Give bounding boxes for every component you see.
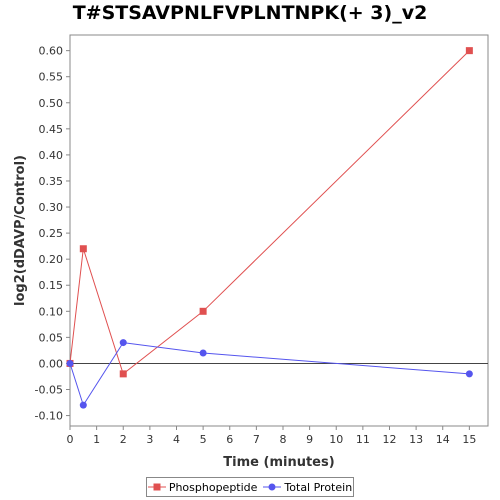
x-tick-label: 9 <box>306 433 313 446</box>
y-tick-label: 0.00 <box>39 357 64 370</box>
x-tick-label: 11 <box>356 433 370 446</box>
x-tick-label: 3 <box>146 433 153 446</box>
data-point <box>199 349 207 357</box>
y-tick-label: 0.25 <box>39 227 64 240</box>
x-tick-label: 4 <box>173 433 180 446</box>
y-tick-label: 0.55 <box>39 71 64 84</box>
x-axis: 0 1 2 3 4 5 6 7 8 9 10 11 12 13 14 15 <box>67 426 476 446</box>
x-axis-label: Time (minutes) <box>223 455 334 470</box>
legend-item-phosphopeptide: Phosphopeptide <box>147 480 258 494</box>
data-point <box>66 359 74 367</box>
data-point <box>119 370 127 378</box>
y-tick-label: 0.05 <box>39 331 64 344</box>
data-point <box>465 370 473 378</box>
y-tick-label: 0.30 <box>39 201 64 214</box>
x-tick-label: 5 <box>200 433 207 446</box>
x-tick-label: 6 <box>226 433 233 446</box>
y-axis: -0.10 -0.05 0.00 0.05 0.10 0.15 0.20 0.25 0.30 0.… <box>35 45 70 423</box>
data-point <box>465 47 473 55</box>
x-tick-label: 13 <box>409 433 423 446</box>
y-tick-label: -0.10 <box>35 410 63 423</box>
x-tick-label: 0 <box>67 433 74 446</box>
x-tick-label: 12 <box>382 433 396 446</box>
legend: Phosphopeptide Total Protein <box>146 477 354 497</box>
data-point <box>119 339 127 347</box>
legend-item-total-protein: Total Protein <box>263 481 352 494</box>
x-tick-label: 7 <box>253 433 260 446</box>
series-layer <box>66 47 473 409</box>
x-tick-label: 2 <box>120 433 127 446</box>
x-tick-label: 1 <box>93 433 100 446</box>
data-point <box>79 245 87 253</box>
square-marker-icon <box>147 483 166 491</box>
series-total-protein <box>66 339 473 409</box>
y-tick-label: 0.10 <box>39 305 64 318</box>
y-tick-label: 0.15 <box>39 279 64 292</box>
y-tick-label: -0.05 <box>35 384 63 397</box>
data-point <box>199 307 207 315</box>
legend-label-phosphopeptide: Phosphopeptide <box>168 480 258 494</box>
circle-marker-icon <box>263 483 282 491</box>
x-tick-label: 10 <box>329 433 343 446</box>
chart-title: T#STSAVPNLFVPLNTNPK(+ 3)_v2 <box>72 2 428 24</box>
y-tick-label: 0.40 <box>39 149 64 162</box>
legend-label-total-protein: Total Protein <box>284 480 353 494</box>
x-tick-label: 8 <box>279 433 286 446</box>
y-tick-label: 0.35 <box>39 175 64 188</box>
y-tick-label: 0.45 <box>39 123 64 136</box>
y-axis-label: log2(dDAVP/Control) <box>13 155 28 306</box>
y-tick-label: 0.60 <box>39 45 64 58</box>
x-tick-label: 15 <box>462 433 476 446</box>
data-point <box>79 401 87 409</box>
x-tick-label: 14 <box>436 433 450 446</box>
y-tick-label: 0.20 <box>39 253 64 266</box>
y-tick-label: 0.50 <box>39 97 64 110</box>
